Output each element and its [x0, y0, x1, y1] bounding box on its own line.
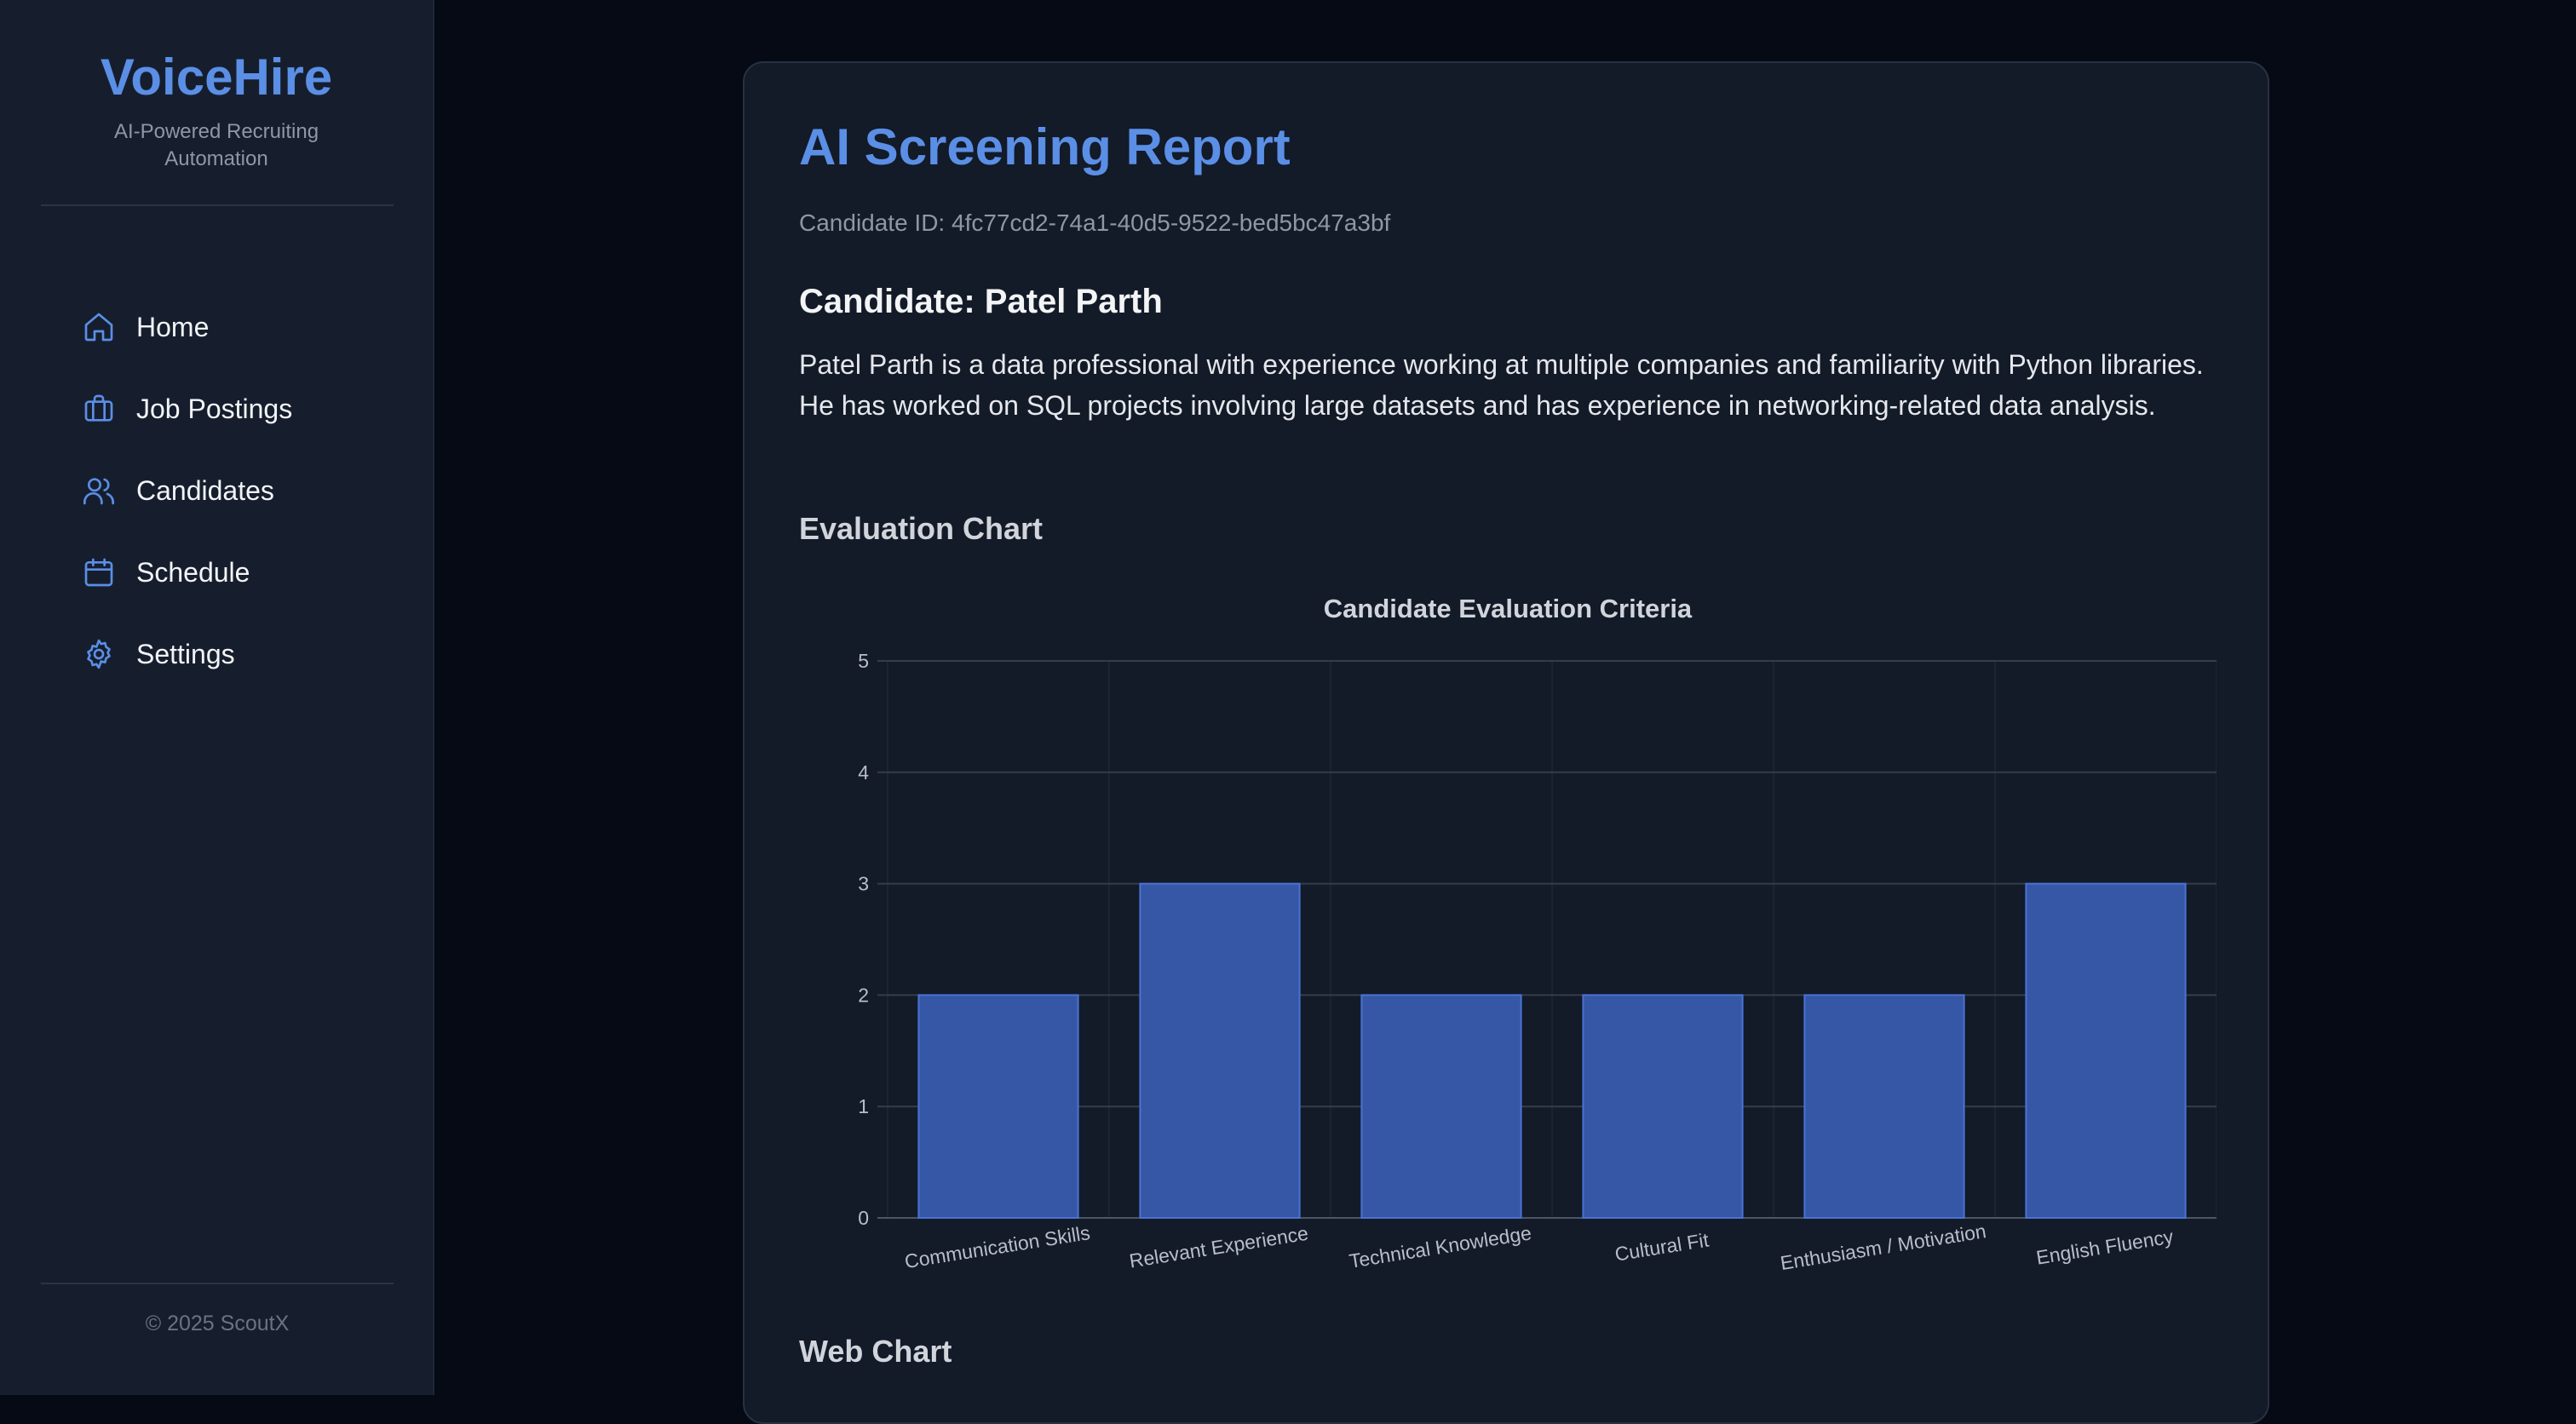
sidebar-item-settings[interactable]: Settings [82, 613, 292, 695]
sidebar-nav: Home Job Postings Candidates Schedule Se… [82, 286, 292, 695]
sidebar-item-home[interactable]: Home [82, 286, 292, 368]
sidebar-item-label: Schedule [136, 556, 250, 588]
y-tick-label: 4 [858, 761, 869, 784]
y-tick-label: 2 [858, 984, 869, 1006]
sidebar-item-label: Candidates [136, 474, 274, 506]
x-tick-label: Communication Skills [903, 1221, 1091, 1272]
brand: VoiceHire AI-Powered Recruiting Automati… [0, 0, 433, 173]
sidebar-item-schedule[interactable]: Schedule [82, 531, 292, 613]
brand-title[interactable]: VoiceHire [100, 49, 333, 106]
y-tick-label: 5 [858, 650, 869, 672]
sidebar-item-label: Home [136, 311, 210, 342]
y-tick-label: 1 [858, 1095, 869, 1117]
sidebar-divider [41, 204, 394, 206]
x-tick-label: Cultural Fit [1613, 1228, 1711, 1265]
candidate-name: Candidate: Patel Parth [799, 283, 1163, 320]
page-title: AI Screening Report [799, 118, 1291, 175]
home-icon [82, 310, 116, 344]
evaluation-chart: 0 1 2 3 4 5 Communication Skills Relevant Exper… [799, 586, 2217, 1352]
evaluation-chart-heading: Evaluation Chart [799, 511, 1044, 546]
sidebar-item-label: Job Postings [136, 393, 293, 424]
x-tick-label: Enthusiasm / Motivation [1779, 1220, 1987, 1274]
bar [1360, 994, 1522, 1219]
report-card: AI Screening Report Candidate ID: 4fc77c… [743, 61, 2269, 1424]
bar [917, 994, 1079, 1219]
calendar-icon [82, 555, 116, 589]
users-icon [82, 474, 116, 508]
bar [1582, 994, 1744, 1219]
sidebar-footer: © 2025 ScoutX [145, 1312, 290, 1335]
sidebar-item-label: Settings [136, 638, 235, 669]
y-tick-label: 3 [858, 873, 869, 895]
sidebar: VoiceHire AI-Powered Recruiting Automati… [0, 0, 434, 1395]
sidebar-footer-divider [41, 1283, 394, 1284]
chart-title: Candidate Evaluation Criteria [1324, 594, 1693, 623]
bar [2025, 882, 2187, 1219]
x-tick-label: Technical Knowledge [1348, 1221, 1533, 1272]
web-chart-heading: Web Chart [799, 1334, 952, 1369]
sidebar-item-job-postings[interactable]: Job Postings [82, 368, 292, 450]
x-tick-label: Relevant Experience [1128, 1222, 1310, 1272]
brand-tagline: AI-Powered Recruiting Automation [113, 120, 319, 170]
candidate-summary: Patel Parth is a data professional with … [799, 349, 2204, 421]
bar [1803, 994, 1965, 1219]
sidebar-item-candidates[interactable]: Candidates [82, 450, 292, 531]
candidate-id: Candidate ID: 4fc77cd2-74a1-40d5-9522-be… [799, 210, 1391, 236]
evaluation-bar-chart: 0 1 2 3 4 5 Communication Skills Relevant Exper… [858, 594, 2217, 1274]
bar [1139, 882, 1301, 1219]
x-tick-label: English Fluency [2035, 1225, 2176, 1268]
briefcase-icon [82, 392, 116, 426]
y-tick-label: 0 [858, 1207, 869, 1229]
gear-icon [82, 637, 116, 671]
